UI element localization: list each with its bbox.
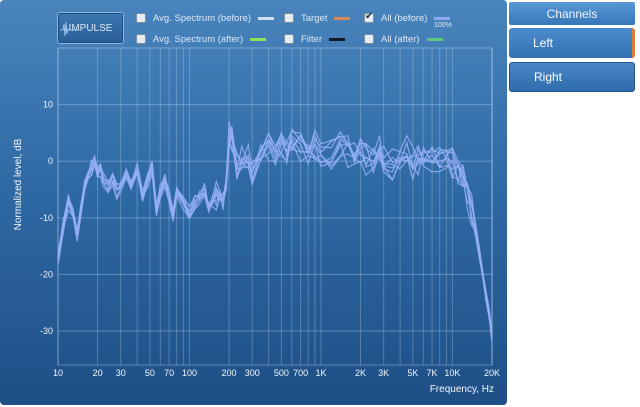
legend-avg-spectrum-before[interactable]: Avg. Spectrum (before)	[136, 11, 275, 25]
zoom-level-label: 100%	[434, 22, 452, 29]
checkbox-avg-spectrum-before[interactable]	[136, 13, 146, 23]
x-tick-label: 200	[222, 368, 237, 378]
x-tick-label: 1K	[315, 368, 326, 378]
x-tick-label: 300	[245, 368, 260, 378]
impulse-waveform-icon	[60, 21, 78, 37]
x-tick-label: 2K	[355, 368, 366, 378]
impulse-button-label: IMPULSE	[68, 22, 113, 34]
x-tick-label: 20K	[484, 368, 500, 378]
legend-swatch	[434, 16, 451, 20]
legend-label: Avg. Spectrum (before)	[153, 12, 252, 24]
x-tick-label: 700	[293, 368, 308, 378]
legend-label: All (after)	[381, 33, 420, 45]
x-tick-label: 10K	[444, 368, 460, 378]
x-tick-label: 50	[145, 368, 155, 378]
checkbox-target[interactable]	[284, 13, 294, 23]
legend-target[interactable]: Target	[284, 11, 351, 25]
checkbox-filter[interactable]	[284, 34, 294, 44]
x-tick-label: 7K	[427, 368, 438, 378]
legend-label: Target	[301, 12, 328, 24]
legend-swatch	[329, 37, 346, 41]
x-tick-label: 10	[53, 368, 63, 378]
checkbox-avg-spectrum-after[interactable]	[136, 34, 146, 44]
impulse-button[interactable]: IMPULSE	[57, 12, 124, 44]
y-tick-label: -20	[40, 269, 53, 279]
checkbox-all-before[interactable]	[364, 11, 374, 23]
x-tick-label: 100	[182, 368, 197, 378]
x-axis-title: Frequency, Hz	[430, 384, 494, 395]
y-tick-label: 0	[48, 156, 53, 166]
channels-header: Channels	[509, 2, 635, 25]
legend-swatch	[250, 37, 267, 41]
legend-swatch	[258, 16, 275, 20]
x-tick-label: 5K	[407, 368, 418, 378]
measurement-curve	[57, 135, 493, 338]
legend-avg-spectrum-after[interactable]: Avg. Spectrum (after)	[136, 32, 267, 46]
x-tick-label: 30	[116, 368, 126, 378]
legend-swatch	[426, 37, 443, 41]
legend-label: All (before)	[381, 12, 428, 24]
legend-filter[interactable]: Filter	[284, 32, 346, 46]
x-tick-label: 500	[274, 368, 289, 378]
x-tick-label: 20	[93, 368, 103, 378]
measurement-curve	[57, 126, 493, 336]
y-tick-label: 10	[43, 100, 53, 110]
measurement-curve	[57, 127, 493, 336]
legend-all-after[interactable]: All (after)	[364, 32, 443, 46]
plot-area-frame	[57, 47, 493, 366]
legend-label: Avg. Spectrum (after)	[153, 33, 244, 45]
measurement-curve	[57, 126, 493, 337]
legend-all-before[interactable]: All (before)	[364, 11, 451, 25]
legend-label: Filter	[301, 33, 323, 45]
checkbox-all-after[interactable]	[364, 34, 374, 44]
y-tick-label: -10	[40, 213, 53, 223]
x-tick-label: 3K	[378, 368, 389, 378]
x-tick-label: 70	[164, 368, 174, 378]
frequency-response-panel: 10 20 30 50 70 100 200 300 500 700 1K 2K 3K 5K 7K 10K 20…	[0, 0, 507, 405]
channel-right-button[interactable]: Right	[509, 62, 635, 92]
measurement-curve	[57, 134, 493, 343]
channel-left-button[interactable]: Left	[509, 28, 635, 58]
y-tick-label: -30	[40, 326, 53, 336]
y-axis-title: Normalized level, dB	[13, 138, 24, 230]
legend-swatch	[334, 16, 351, 20]
frequency-response-chart: 10 20 30 50 70 100 200 300 500 700 1K 2K 3K 5K 7K 10K 20…	[13, 47, 500, 395]
